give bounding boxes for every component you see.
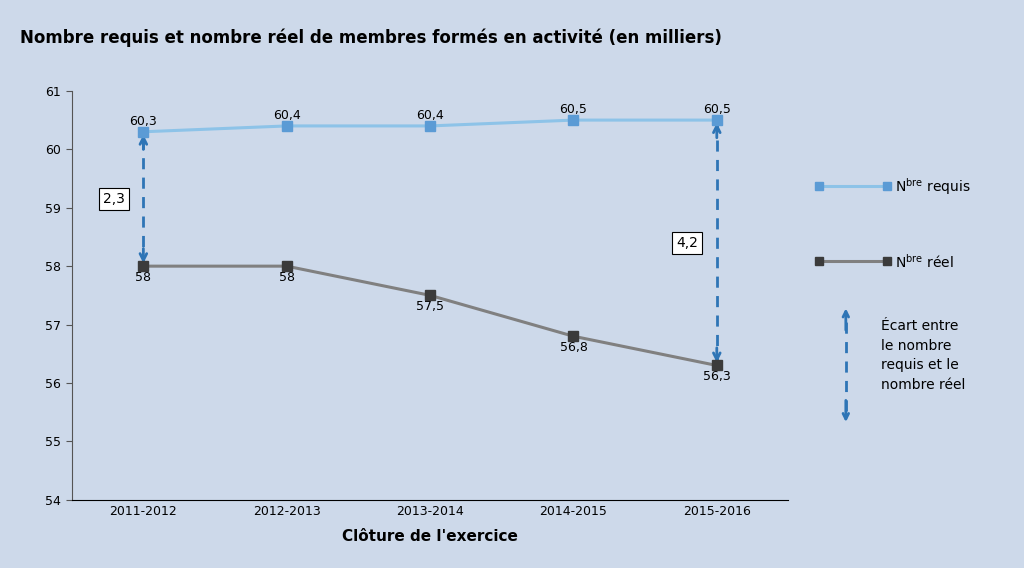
Text: N$^{\mathregular{bre}}$ requis: N$^{\mathregular{bre}}$ requis: [895, 176, 971, 197]
Text: 2,3: 2,3: [102, 192, 125, 206]
Text: N$^{\mathregular{bre}}$ réel: N$^{\mathregular{bre}}$ réel: [895, 252, 953, 270]
Text: 4,2: 4,2: [676, 236, 698, 250]
Text: 58: 58: [135, 271, 152, 284]
Text: 60,4: 60,4: [416, 109, 444, 122]
Text: 57,5: 57,5: [416, 300, 444, 313]
Text: 60,5: 60,5: [702, 103, 731, 116]
X-axis label: Clôture de l'exercice: Clôture de l'exercice: [342, 529, 518, 544]
Text: 60,3: 60,3: [129, 115, 158, 128]
Text: 60,5: 60,5: [559, 103, 588, 116]
Text: 58: 58: [279, 271, 295, 284]
Text: 60,4: 60,4: [272, 109, 301, 122]
Text: 56,8: 56,8: [559, 341, 588, 354]
Text: 56,3: 56,3: [702, 370, 731, 383]
Text: Écart entre
le nombre
requis et le
nombre réel: Écart entre le nombre requis et le nombr…: [881, 319, 965, 392]
Text: Nombre requis et nombre réel de membres formés en activité (en milliers): Nombre requis et nombre réel de membres …: [20, 28, 722, 47]
